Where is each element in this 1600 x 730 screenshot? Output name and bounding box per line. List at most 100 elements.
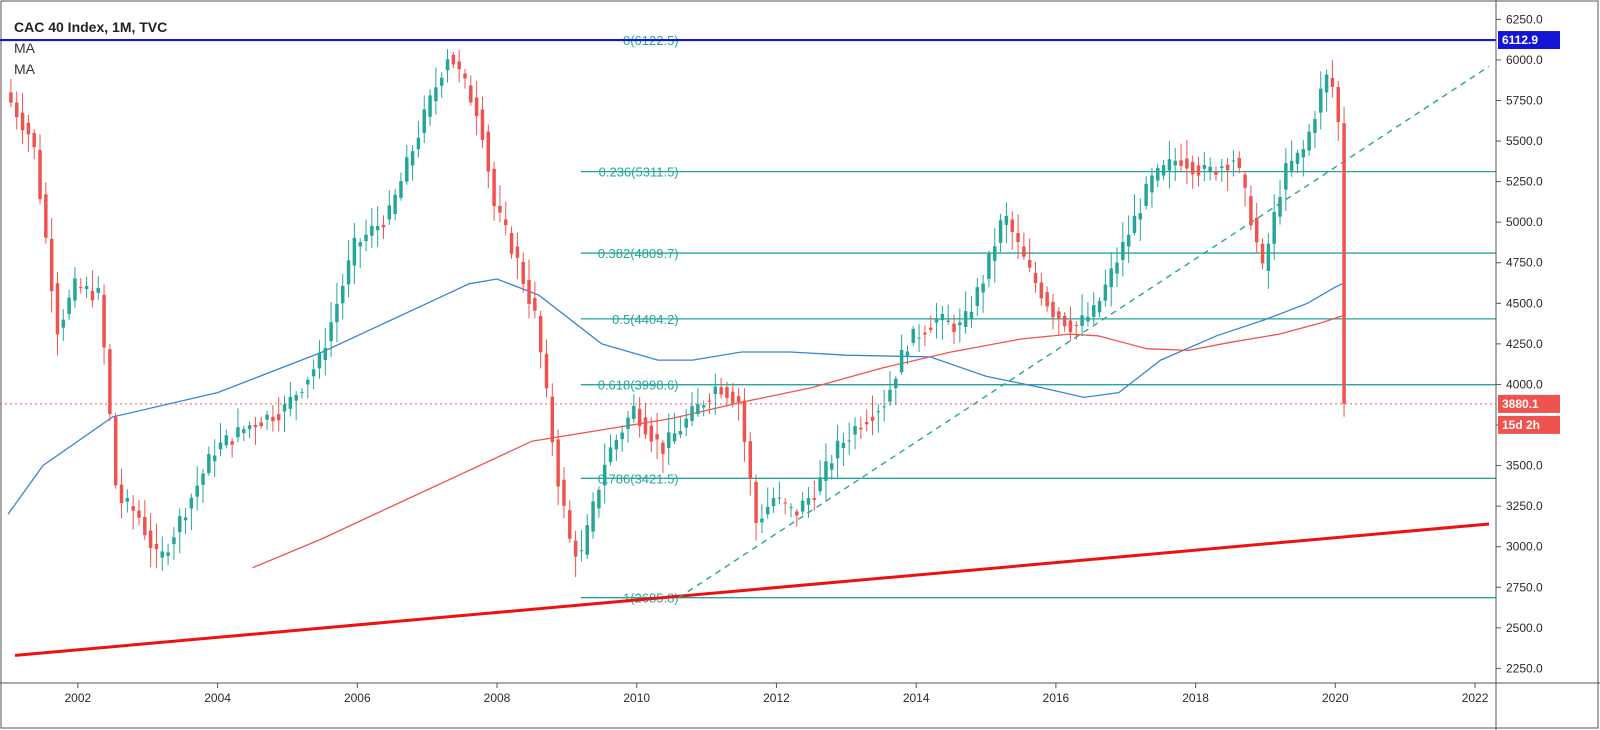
x-tick-label: 2006 [344,691,371,705]
candle-body [259,422,263,427]
candle-body [527,279,531,304]
trend-lines[interactable] [0,38,1496,657]
candle-body [44,194,48,238]
candle-body [533,297,537,311]
candle-body [800,500,805,512]
candle-body [1167,159,1172,171]
candle-body [352,237,357,266]
candle-body [690,406,694,421]
candle-body [364,234,368,242]
fib-level-label: 0.786(3421.5) [598,471,679,486]
candle-body [38,149,42,200]
chart-title: CAC 40 Index, 1M, TVC [14,19,167,35]
candle-body [410,151,415,166]
candle-body [329,322,333,342]
candle-body [579,550,584,552]
dashed-trend-line[interactable] [678,65,1490,599]
candle-body [102,294,106,348]
candle-body [131,506,135,511]
candle-body [1016,233,1020,243]
candle-body [207,454,211,474]
candle-body [841,442,846,448]
fib-retracement[interactable]: 0(6122.5)0.236(5311.5)0.382(4809.7)0.5(4… [580,33,1496,606]
x-tick-label: 2018 [1182,691,1209,705]
candle-body [923,332,927,335]
candle-body [1027,260,1032,268]
candle-body [1284,163,1288,190]
candle-body [1237,157,1242,168]
candle-body [457,61,461,70]
candle-body [731,391,735,404]
candle-body [288,396,293,409]
candle-body [90,290,95,301]
candle-body [1336,86,1340,123]
candle-body [463,73,467,79]
y-tick-label: 6000.0 [1506,53,1543,67]
countdown-badge: 15d 2h [1502,418,1540,432]
candle-body [649,425,654,442]
candle-body [370,225,374,236]
candle-body [847,440,851,442]
x-tick-label: 2010 [623,691,650,705]
candle-body [1161,165,1166,176]
candle-body [783,502,787,504]
candle-body [1121,242,1125,261]
candle-body [67,297,71,315]
candle-body [940,313,945,321]
candle-body [183,517,188,521]
candle-body [1319,88,1323,113]
candle-body [562,479,566,506]
candle-body [428,95,432,117]
candle-body [1086,316,1090,322]
moving-averages [7,278,1347,569]
y-tick-label: 2750.0 [1506,580,1543,594]
candle-body [393,194,397,215]
candle-body [492,168,496,207]
support-trend-line[interactable] [14,522,1490,657]
candle-body [637,408,642,427]
x-tick-label: 2004 [204,691,231,705]
candle-body [1173,160,1177,166]
candle-body [61,319,66,328]
last-price-badge: 3880.1 [1502,397,1539,411]
candle-body [934,319,939,323]
candle-body [113,416,118,486]
candle-body [276,414,281,421]
indicator-ma-1[interactable]: MA [14,40,36,56]
candle-body [835,440,840,459]
ma-slow-line [252,314,1347,569]
candle-body [1220,166,1224,169]
candle-body [1243,174,1247,188]
candle-body [859,427,863,430]
fib-level-label: 0.382(4809.7) [598,246,679,261]
high-value-badge-bg [1498,31,1560,50]
candle-body [1051,301,1055,318]
candle-body [573,540,578,557]
candle-body [905,351,910,357]
y-tick-label: 5250.0 [1506,175,1543,189]
candle-body [236,427,240,438]
candle-body [317,352,322,369]
candle-body [143,516,147,536]
candle-body [678,431,683,435]
x-tick-label: 2022 [1462,691,1489,705]
candle-body [1103,284,1108,301]
x-tick-label: 2012 [763,691,790,705]
candle-body [1109,268,1113,288]
y-tick-label: 3500.0 [1506,459,1543,473]
candle-body [544,353,549,389]
x-tick-label: 2002 [65,691,92,705]
candle-body [876,411,881,413]
candle-body [998,220,1003,243]
candle-body [818,477,822,492]
candle-body [399,181,403,198]
indicator-ma-2[interactable]: MA [14,61,36,77]
legend: CAC 40 Index, 1M, TVC MA MA [14,19,167,77]
ma-fast-line [7,278,1343,515]
candle-body [1202,164,1207,169]
candle-body [765,506,770,515]
candle-body [742,400,747,442]
